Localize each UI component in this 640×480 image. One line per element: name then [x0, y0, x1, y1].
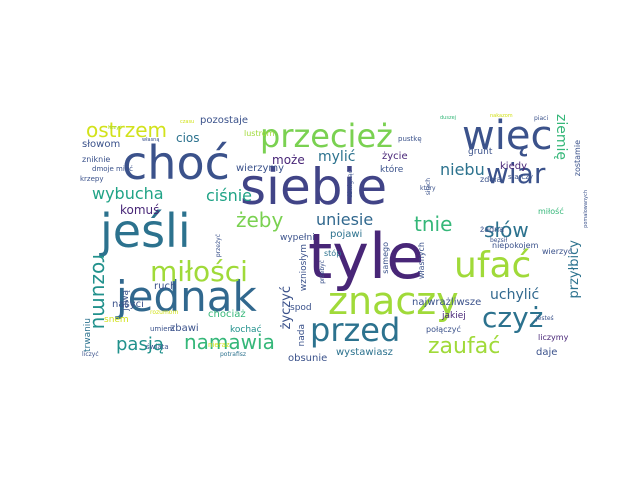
word: daje: [536, 347, 558, 358]
word: miłość: [538, 207, 564, 216]
word: dmoje: [92, 165, 114, 173]
word: wiar: [486, 157, 546, 190]
word: umiem: [150, 325, 175, 333]
word: własną: [142, 137, 160, 143]
word: który: [420, 185, 436, 192]
word: mylić: [318, 149, 356, 165]
word: więc: [462, 113, 553, 159]
word: trwaniu: [83, 318, 93, 353]
word: liczyć: [108, 125, 122, 131]
word: liczyć: [82, 351, 99, 358]
word: choć: [122, 136, 230, 190]
word: najwrażliwsze: [412, 297, 482, 308]
word: ufać: [454, 245, 532, 286]
word: grunt: [468, 147, 493, 157]
word: piaci: [534, 115, 549, 122]
word: starczy: [508, 173, 534, 181]
word: uniesie: [316, 210, 374, 229]
word: pustkę: [398, 135, 422, 143]
word: połączyć: [426, 325, 461, 334]
word: jawą: [121, 290, 131, 311]
word: komuś: [120, 203, 160, 217]
word: zniknie: [82, 155, 111, 164]
word: siebie: [240, 158, 388, 216]
word: żadna: [480, 225, 505, 234]
word: przed: [310, 311, 401, 349]
word: snem: [104, 315, 129, 325]
word: zaufać: [428, 334, 501, 359]
word: bezsił: [490, 237, 508, 244]
word: uchylić: [490, 287, 540, 303]
word: pozostaje: [200, 115, 249, 126]
word: zdoła: [480, 175, 502, 184]
word: wierzyć: [542, 247, 573, 256]
word: nieraz: [208, 341, 230, 349]
word: tyle: [308, 220, 425, 293]
word: liczymy: [538, 333, 569, 342]
word: namawia: [184, 330, 275, 354]
word: słowom: [82, 139, 121, 150]
word: wypełni: [280, 233, 315, 243]
word: dźwignąć: [347, 170, 354, 199]
word: pomalowanych: [583, 190, 589, 228]
word: tnie: [414, 212, 453, 236]
word: niebu: [440, 160, 485, 179]
word: mieć: [116, 165, 133, 173]
word: kochać: [230, 325, 262, 335]
word: zbawi: [170, 323, 199, 334]
word: nasyci: [112, 299, 144, 310]
word: znaczy: [328, 279, 459, 323]
word: kiedy: [500, 161, 527, 172]
word: słów: [484, 218, 529, 242]
word: pojawi: [330, 229, 363, 240]
word: obsunie: [288, 353, 328, 364]
word: przeżyć: [215, 234, 222, 258]
word: własnych: [417, 242, 426, 280]
word: wybucha: [92, 184, 164, 203]
word: żeby: [236, 208, 284, 232]
word: spod: [290, 303, 312, 313]
word: wzniosłym: [299, 244, 309, 292]
word: lustrom: [244, 129, 275, 138]
word: ciśnie: [206, 186, 253, 205]
word: samego: [381, 242, 390, 274]
word: może: [272, 153, 305, 167]
word: miłości: [150, 255, 248, 288]
word: jesteś: [536, 315, 554, 322]
word: wierzymy: [236, 163, 285, 174]
word: duszej: [440, 115, 457, 121]
word: ziemię: [553, 114, 569, 160]
word: krzepy: [80, 175, 104, 183]
word: jeśli: [100, 204, 191, 258]
word: nada: [297, 324, 307, 347]
word: pasją: [116, 334, 164, 355]
word: zostamie: [573, 140, 582, 177]
word: potrafisz: [220, 351, 247, 358]
word: jednak: [116, 272, 257, 321]
word: chociaż: [208, 309, 246, 320]
word: czyż: [482, 301, 544, 334]
word: przebyć: [319, 260, 326, 284]
word: rozumu: [88, 254, 112, 330]
word: niepokojem: [492, 241, 539, 250]
word-cloud: siebie tyle choć jeśli jednak więc przec…: [80, 110, 600, 370]
word: świata: [146, 343, 169, 351]
word: życie: [382, 151, 408, 162]
word: czasu: [180, 119, 195, 125]
word: ruch: [154, 281, 177, 292]
word: ostrzem: [86, 118, 168, 142]
word: nakazom: [490, 113, 513, 119]
word: jakiej: [442, 311, 466, 321]
word: przecież: [260, 117, 393, 155]
word: stóp: [324, 249, 342, 258]
word: które: [380, 165, 404, 175]
word: cios: [176, 131, 200, 145]
word: rozumom: [150, 309, 179, 316]
word: wystawiasz: [336, 347, 393, 358]
